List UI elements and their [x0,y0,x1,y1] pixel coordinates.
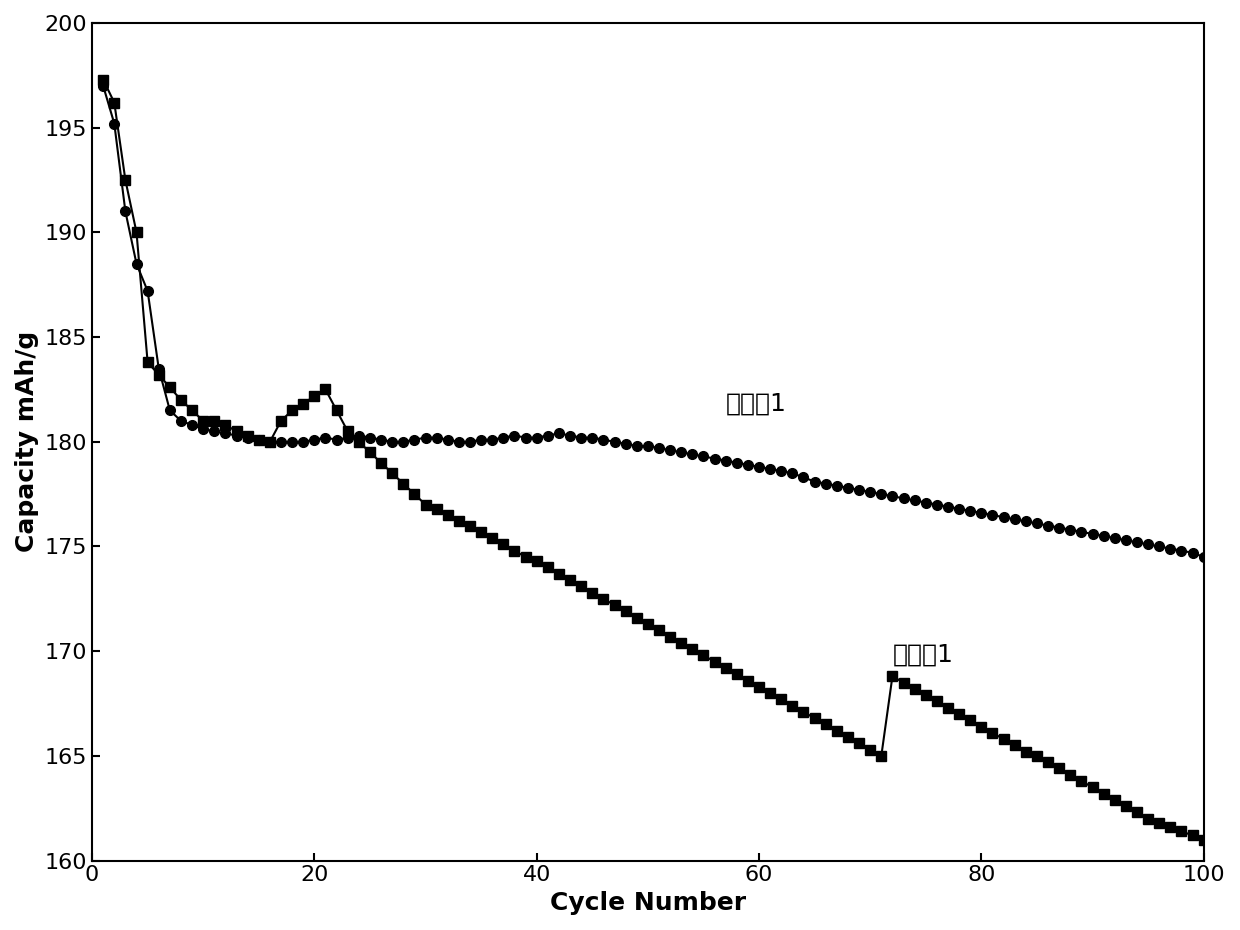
X-axis label: Cycle Number: Cycle Number [549,891,746,915]
Text: 对比例1: 对比例1 [893,643,954,667]
Text: 实施例1: 实施例1 [725,392,786,416]
Y-axis label: Capacity mAh/g: Capacity mAh/g [15,331,38,552]
